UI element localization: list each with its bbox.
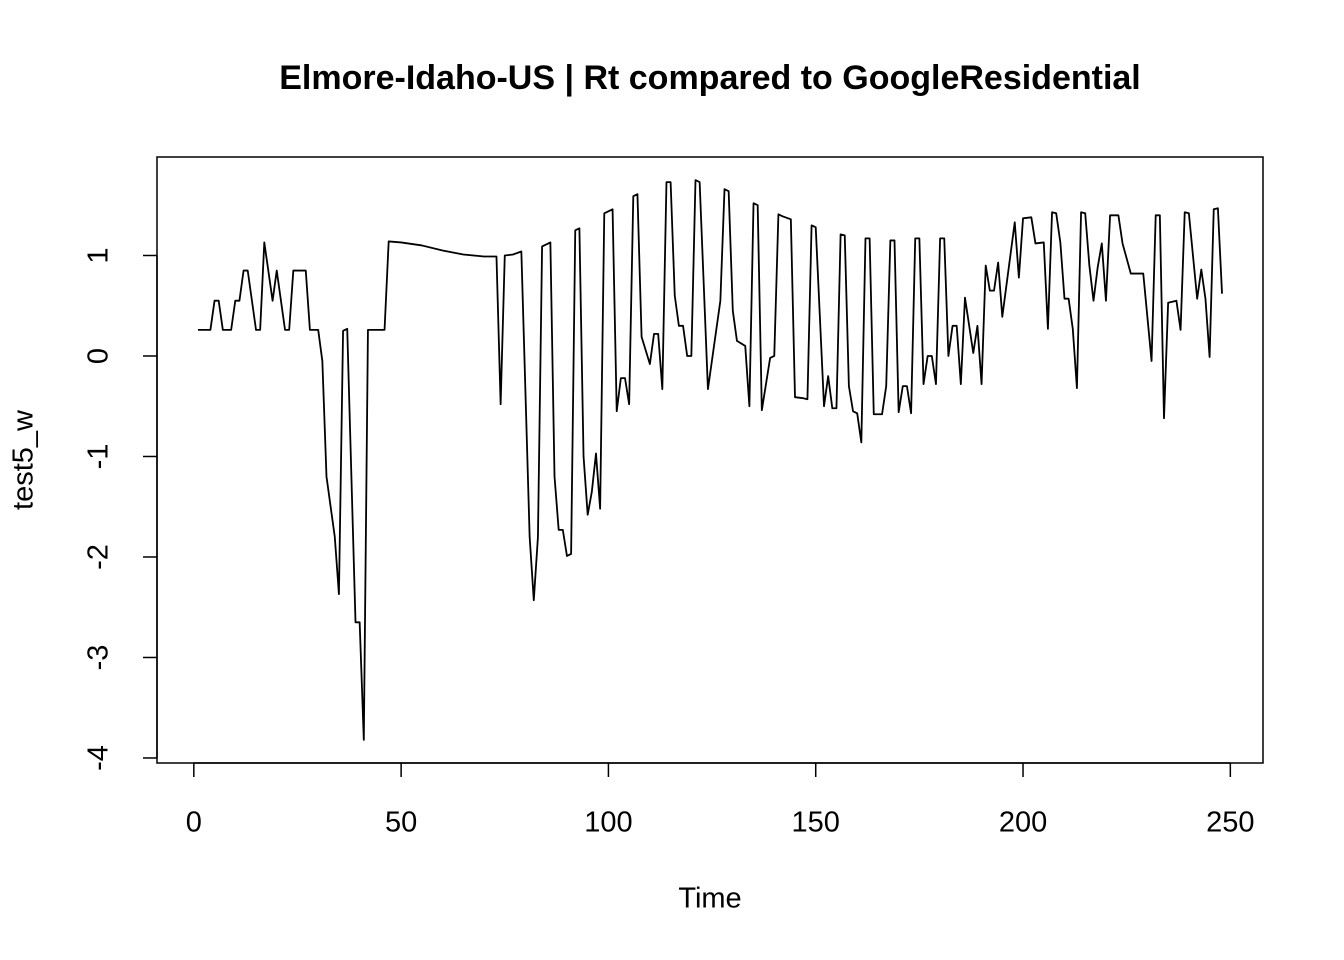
y-tick-label: -4: [83, 745, 115, 771]
y-tick-label: -2: [83, 544, 115, 570]
y-tick-label: -1: [83, 444, 115, 470]
x-tick-label: 200: [999, 807, 1047, 839]
x-tick-label: 100: [584, 807, 632, 839]
chart-title: Elmore-Idaho-US | Rt compared to GoogleR…: [279, 59, 1141, 97]
data-line: [197, 179, 1223, 741]
y-tick-label: -3: [83, 645, 115, 671]
y-axis-label: test5_w: [8, 409, 40, 510]
plot-frame: [156, 156, 1264, 764]
x-tick-label: 250: [1206, 807, 1254, 839]
x-axis-label: Time: [678, 883, 741, 915]
y-tick-label: 0: [83, 348, 115, 364]
y-tick-label: 1: [83, 247, 115, 263]
x-tick-label: 50: [385, 807, 417, 839]
x-tick-label: 0: [186, 807, 202, 839]
x-tick-label: 150: [792, 807, 840, 839]
